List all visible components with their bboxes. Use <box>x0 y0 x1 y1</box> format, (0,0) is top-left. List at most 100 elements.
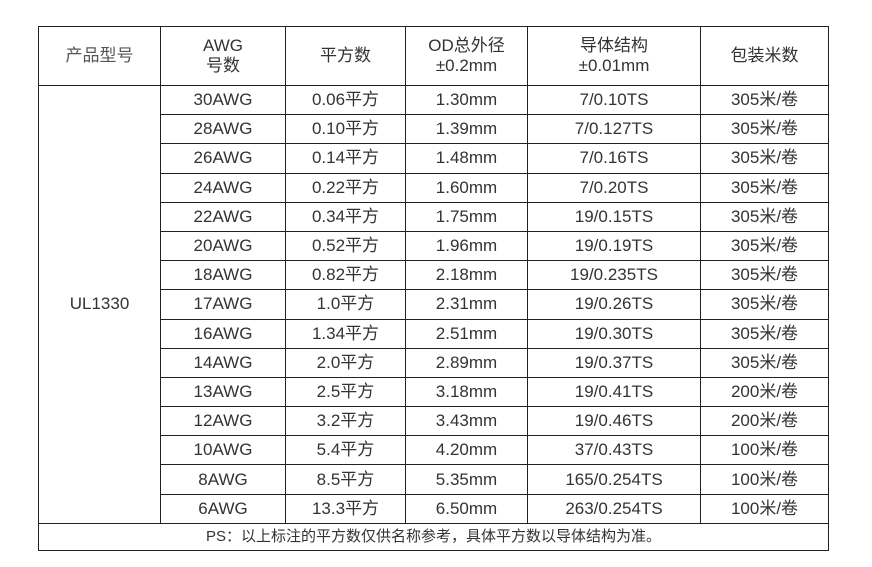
cell-awg: 18AWG <box>160 260 286 291</box>
cell-conductor: 263/0.254TS <box>527 493 701 524</box>
header-od-line2: ±0.2mm <box>435 56 498 75</box>
cell-packing: 305米/卷 <box>700 347 829 378</box>
cell-conductor: 19/0.26TS <box>527 289 701 320</box>
cell-awg: 22AWG <box>160 201 286 232</box>
table-row: 22AWG 0.34平方 1.75mm 19/0.15TS 305米/卷 <box>39 201 829 232</box>
note-row: PS：以上标注的平方数仅供名称参考，具体平方数以导体结构为准。 <box>38 522 829 551</box>
cell-conductor: 19/0.37TS <box>527 347 701 378</box>
cell-od: 1.39mm <box>405 114 528 145</box>
header-conductor: 导体结构 ±0.01mm <box>527 26 701 86</box>
cell-awg: 30AWG <box>160 84 286 116</box>
cell-area: 0.10平方 <box>285 114 406 145</box>
table-row: UL1330 30AWG 0.06平方 1.30mm 7/0.10TS 305米/卷 <box>38 84 829 524</box>
cell-area: 0.06平方 <box>285 84 406 116</box>
cell-area: 0.52平方 <box>285 230 406 262</box>
cell-area: 5.4平方 <box>285 435 406 466</box>
cell-od: 2.51mm <box>405 318 528 349</box>
header-awg-line2: 号数 <box>206 56 240 75</box>
header-awg-line1: AWG <box>203 36 243 55</box>
cell-awg: 16AWG <box>160 318 286 349</box>
cell-area: 1.34平方 <box>285 318 406 349</box>
cell-awg: 13AWG <box>160 376 286 408</box>
cell-od: 1.75mm <box>405 201 528 232</box>
cell-awg: 26AWG <box>160 143 286 174</box>
cell-od: 5.35mm <box>405 464 528 495</box>
model-cell: UL1330 <box>38 85 161 524</box>
cell-area: 3.2平方 <box>285 406 406 437</box>
cell-awg: 28AWG <box>160 114 286 145</box>
table-row: 24AWG 0.22平方 1.60mm 7/0.20TS 305米/卷 <box>39 172 829 203</box>
cell-packing: 305米/卷 <box>700 230 829 262</box>
header-od-line1: OD总外径 <box>428 36 505 55</box>
cell-packing: 305米/卷 <box>700 318 829 349</box>
header-od: OD总外径 ±0.2mm <box>405 26 528 86</box>
cell-od: 1.48mm <box>405 143 528 174</box>
cell-od: 1.30mm <box>405 84 528 116</box>
cell-conductor: 19/0.30TS <box>527 318 701 349</box>
header-packing: 包装米数 <box>700 26 829 86</box>
cell-awg: 20AWG <box>160 230 286 262</box>
cell-awg: 6AWG <box>160 493 286 524</box>
cell-packing: 305米/卷 <box>700 143 829 174</box>
cell-area: 0.82平方 <box>285 260 406 291</box>
cell-area: 0.22平方 <box>285 172 406 203</box>
cell-conductor: 19/0.15TS <box>527 201 701 232</box>
cell-od: 6.50mm <box>405 493 528 524</box>
cell-awg: 8AWG <box>160 464 286 495</box>
cell-packing: 305米/卷 <box>700 84 829 116</box>
spec-table: 产品型号 AWG 号数 平方数 OD总外径 ±0.2mm 导体结构 ±0.01mm 包… <box>38 26 829 551</box>
table-row: 26AWG 0.14平方 1.48mm 7/0.16TS 305米/卷 <box>39 143 829 174</box>
cell-conductor: 7/0.127TS <box>527 114 701 145</box>
cell-conductor: 19/0.41TS <box>527 376 701 408</box>
cell-packing: 305米/卷 <box>700 201 829 232</box>
table-row: 14AWG 2.0平方 2.89mm 19/0.37TS 305米/卷 <box>39 347 829 378</box>
cell-od: 2.31mm <box>405 289 528 320</box>
cell-packing: 100米/卷 <box>700 435 829 466</box>
header-awg: AWG 号数 <box>160 26 286 86</box>
cell-od: 3.18mm <box>405 376 528 408</box>
cell-od: 1.96mm <box>405 230 528 262</box>
table-row: 28AWG 0.10平方 1.39mm 7/0.127TS 305米/卷 <box>39 114 829 145</box>
table-row: 6AWG 13.3平方 6.50mm 263/0.254TS 100米/卷 <box>39 493 829 524</box>
cell-area: 0.14平方 <box>285 143 406 174</box>
cell-conductor: 165/0.254TS <box>527 464 701 495</box>
header-row: 产品型号 AWG 号数 平方数 OD总外径 ±0.2mm 导体结构 ±0.01mm 包… <box>38 26 829 86</box>
header-model: 产品型号 <box>38 26 161 86</box>
header-area: 平方数 <box>285 26 406 86</box>
cell-od: 3.43mm <box>405 406 528 437</box>
cell-conductor: 19/0.235TS <box>527 260 701 291</box>
cell-conductor: 7/0.20TS <box>527 172 701 203</box>
cell-od: 1.60mm <box>405 172 528 203</box>
cell-awg: 14AWG <box>160 347 286 378</box>
cell-od: 2.89mm <box>405 347 528 378</box>
cell-area: 8.5平方 <box>285 464 406 495</box>
cell-area: 2.0平方 <box>285 347 406 378</box>
cell-packing: 200米/卷 <box>700 376 829 408</box>
cell-packing: 100米/卷 <box>700 493 829 524</box>
cell-packing: 100米/卷 <box>700 464 829 495</box>
table-row: 8AWG 8.5平方 5.35mm 165/0.254TS 100米/卷 <box>39 464 829 495</box>
cell-conductor: 7/0.16TS <box>527 143 701 174</box>
header-conductor-line2: ±0.01mm <box>578 56 650 75</box>
cell-conductor: 19/0.19TS <box>527 230 701 262</box>
cell-area: 13.3平方 <box>285 493 406 524</box>
cell-conductor: 19/0.46TS <box>527 406 701 437</box>
cell-packing: 200米/卷 <box>700 406 829 437</box>
cell-conductor: 37/0.43TS <box>527 435 701 466</box>
cell-awg: 10AWG <box>160 435 286 466</box>
table-row: 10AWG 5.4平方 4.20mm 37/0.43TS 100米/卷 <box>39 435 829 466</box>
cell-conductor: 7/0.10TS <box>527 84 701 116</box>
cell-awg: 12AWG <box>160 406 286 437</box>
cell-od: 4.20mm <box>405 435 528 466</box>
table-row: 13AWG 2.5平方 3.18mm 19/0.41TS 200米/卷 <box>39 376 829 408</box>
cell-area: 2.5平方 <box>285 376 406 408</box>
cell-area: 0.34平方 <box>285 201 406 232</box>
cell-packing: 305米/卷 <box>700 289 829 320</box>
note-text: PS：以上标注的平方数仅供名称参考，具体平方数以导体结构为准。 <box>38 522 829 551</box>
cell-awg: 17AWG <box>160 289 286 320</box>
cell-area: 1.0平方 <box>285 289 406 320</box>
cell-packing: 305米/卷 <box>700 114 829 145</box>
table-row: 12AWG 3.2平方 3.43mm 19/0.46TS 200米/卷 <box>39 406 829 437</box>
cell-packing: 305米/卷 <box>700 172 829 203</box>
table-row: 18AWG 0.82平方 2.18mm 19/0.235TS 305米/卷 <box>39 260 829 291</box>
